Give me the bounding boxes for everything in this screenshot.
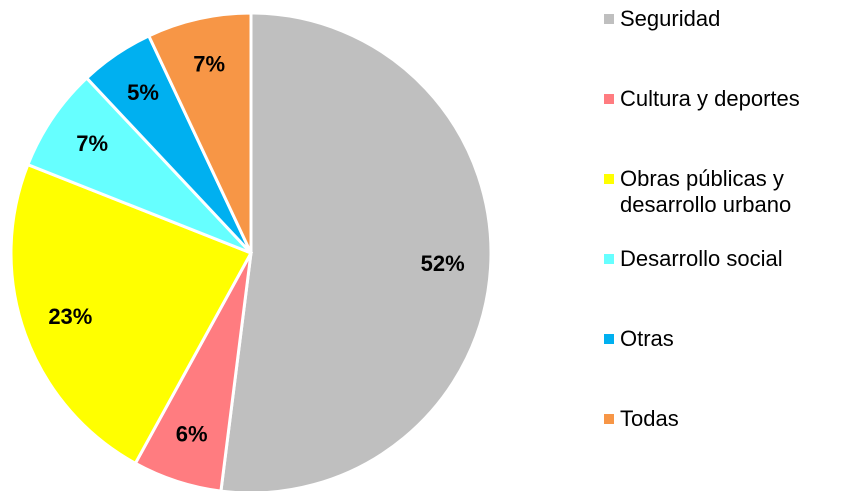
legend-swatch bbox=[604, 94, 614, 104]
pie-slice bbox=[146, 11, 253, 254]
data-label: 5% bbox=[127, 80, 159, 105]
legend-swatch bbox=[604, 14, 614, 24]
legend-item: Desarrollo social bbox=[604, 246, 783, 272]
legend-label: Cultura y deportes bbox=[620, 86, 800, 111]
legend-label: Todas bbox=[620, 406, 679, 431]
pie-slice bbox=[9, 162, 254, 466]
legend-item: Obras públicas y desarrollo urbano bbox=[604, 166, 791, 218]
legend-item: Todas bbox=[604, 406, 679, 432]
legend-item: Seguridad bbox=[604, 6, 720, 32]
legend-label: Seguridad bbox=[620, 6, 721, 31]
legend-swatch bbox=[604, 414, 614, 424]
data-label: 7% bbox=[193, 51, 225, 76]
legend-item: Cultura y deportes bbox=[604, 86, 800, 112]
legend-swatch bbox=[604, 334, 614, 344]
legend-label: Desarrollo social bbox=[620, 246, 783, 271]
data-label: 7% bbox=[76, 131, 108, 156]
legend-swatch bbox=[604, 254, 614, 264]
data-label: 52% bbox=[421, 251, 465, 276]
legend-swatch bbox=[604, 174, 614, 184]
legend-label: Otras bbox=[620, 326, 674, 351]
data-label: 23% bbox=[48, 304, 92, 329]
legend-label: Obras públicas y desarrollo urbano bbox=[620, 166, 792, 217]
data-label: 6% bbox=[176, 421, 208, 446]
pie-slice bbox=[25, 75, 253, 255]
pie-slice bbox=[219, 11, 493, 491]
legend-item: Otras bbox=[604, 326, 674, 352]
